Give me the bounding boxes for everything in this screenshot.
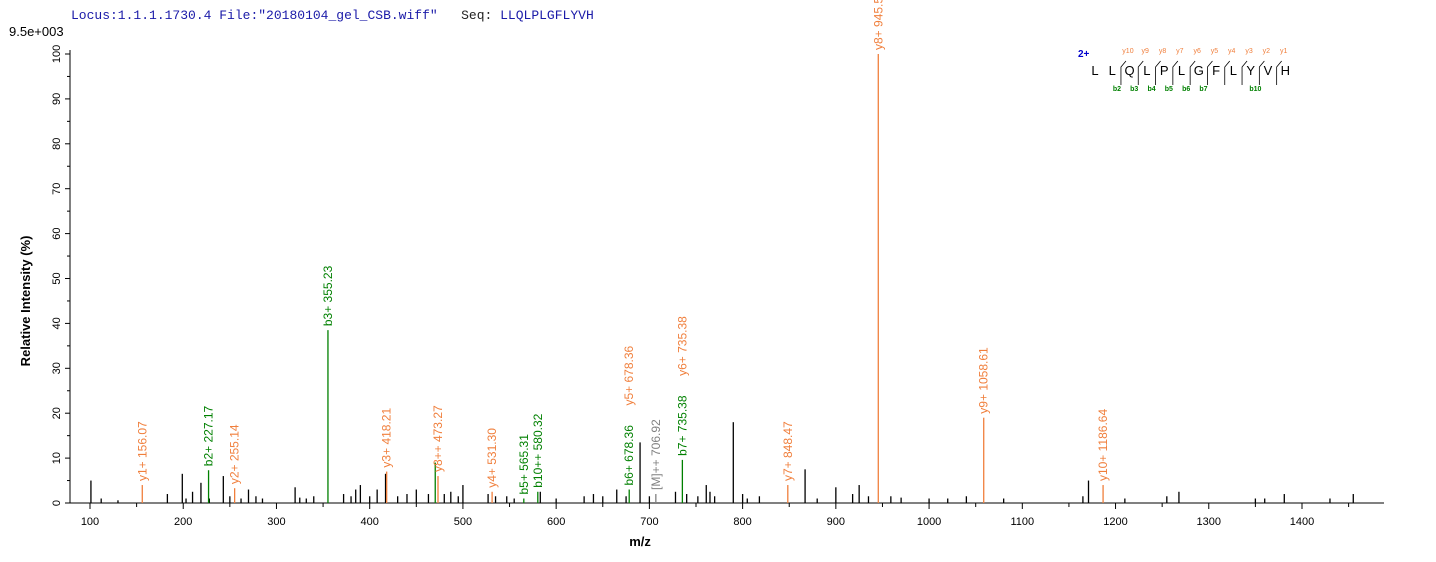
peak-label: b7+ 735.38 (675, 395, 689, 456)
b-ion-label: b3 (1130, 86, 1138, 93)
y-tick-label: 10 (51, 452, 63, 464)
residue: Q (1125, 63, 1135, 78)
y-ion-label: y8 (1159, 48, 1167, 55)
b-ion-label: b2 (1113, 86, 1121, 93)
residue: V (1264, 63, 1273, 78)
cleavage-mark (1137, 60, 1144, 85)
x-tick-label: 300 (267, 516, 285, 528)
peak-label: y1+ 156.07 (135, 421, 149, 481)
residue: L (1178, 63, 1185, 78)
residue: L (1230, 63, 1237, 78)
peak-label: y10+ 1186.64 (1096, 409, 1110, 482)
y-tick-label: 60 (51, 227, 63, 239)
sequence: LLQLPLGFLYVH (500, 8, 594, 23)
cleavage-mark (1224, 60, 1231, 85)
y-tick-label: 30 (51, 362, 63, 374)
x-tick-label: 900 (827, 516, 845, 528)
peak-label: y8++ 473.27 (431, 405, 445, 472)
x-tick-label: 800 (733, 516, 751, 528)
x-tick-label: 1100 (1010, 516, 1034, 528)
y-tick-label: 100 (51, 45, 63, 63)
y-ion-label: y3 (1245, 48, 1253, 55)
b-ion-label: b5 (1165, 86, 1173, 93)
y-tick-label: 20 (51, 407, 63, 419)
residue: P (1160, 63, 1169, 78)
peak-label: y4+ 531.30 (485, 428, 499, 488)
residue: Y (1246, 63, 1255, 78)
x-tick-label: 400 (361, 516, 379, 528)
y-tick-label: 70 (51, 183, 63, 195)
x-tick-label: 500 (454, 516, 472, 528)
y-ion-label: y4 (1228, 48, 1236, 55)
cleavage-mark (1241, 60, 1248, 85)
cleavage-mark (1155, 60, 1161, 85)
x-tick-label: 200 (174, 516, 192, 528)
intensity-scale: 9.5e+003 (9, 24, 64, 39)
x-tick-label: 600 (547, 516, 565, 528)
y-ion-label: y5 (1211, 48, 1219, 55)
x-tick-label: 100 (81, 516, 99, 528)
peak-label: y3+ 418.21 (380, 408, 394, 468)
y-ion-label: y1 (1280, 48, 1288, 55)
y-ion-label: y6 (1193, 48, 1201, 55)
spectrum-header: Locus:1.1.1.1730.4 File:"20180104_gel_CS… (71, 8, 594, 23)
peak-label: b3+ 355.23 (321, 265, 335, 326)
peak-label: b2+ 227.17 (202, 406, 216, 467)
peak-label: y8+ 945.52 (871, 0, 885, 50)
peak-label: y5+ 678.36 (622, 345, 636, 405)
locus: Locus:1.1.1.1730.4 (71, 8, 212, 23)
cleavage-mark (1120, 60, 1127, 85)
cleavage-mark (1172, 60, 1179, 85)
b-ion-label: b4 (1147, 86, 1155, 93)
residue: L (1143, 63, 1150, 78)
x-tick-label: 1300 (1197, 516, 1221, 528)
x-tick-label: 700 (640, 516, 658, 528)
peak-label: b6+ 678.36 (622, 425, 636, 486)
residue: H (1281, 63, 1290, 78)
peak-label: y9+ 1058.61 (977, 347, 991, 414)
peak-label: y6+ 735.38 (675, 316, 689, 376)
peak-label: [M]++ 706.92 (649, 419, 663, 490)
y-tick-label: 90 (51, 93, 63, 105)
residue: F (1212, 63, 1220, 78)
cleavage-mark (1189, 60, 1196, 85)
b-ion-label: b7 (1199, 86, 1207, 93)
y-axis-label: Relative Intensity (%) (18, 236, 33, 367)
y-tick-label: 40 (51, 317, 63, 329)
charge-label: 2+ (1078, 49, 1090, 60)
residue: L (1109, 63, 1116, 78)
y-tick-label: 50 (51, 272, 63, 284)
x-tick-label: 1000 (917, 516, 941, 528)
cleavage-mark (1258, 60, 1265, 85)
y-ion-label: y7 (1176, 48, 1184, 55)
y-tick-label: 80 (51, 138, 63, 150)
cleavage-mark (1276, 60, 1282, 85)
seq-label: Seq: (461, 8, 493, 23)
b-ion-label: b6 (1182, 86, 1190, 93)
residue: L (1091, 63, 1098, 78)
peak-label: y7+ 848.47 (781, 421, 795, 481)
peak-label: b10++ 580.32 (531, 413, 545, 487)
x-axis-label: m/z (629, 534, 651, 549)
y-ion-label: y10 (1122, 48, 1133, 55)
peak-label: b5+ 565.31 (517, 434, 531, 495)
peak-label: y2+ 255.14 (228, 424, 242, 484)
y-ion-label: y9 (1142, 48, 1150, 55)
y-ion-label: y2 (1263, 48, 1271, 55)
x-tick-label: 1200 (1103, 516, 1127, 528)
file-name: File:"20180104_gel_CSB.wiff" (219, 8, 438, 23)
b-ion-label: b10 (1249, 86, 1261, 93)
residue: G (1194, 63, 1204, 78)
y-tick-label: 0 (51, 500, 63, 506)
cleavage-mark (1207, 60, 1213, 85)
x-tick-label: 1400 (1290, 516, 1314, 528)
